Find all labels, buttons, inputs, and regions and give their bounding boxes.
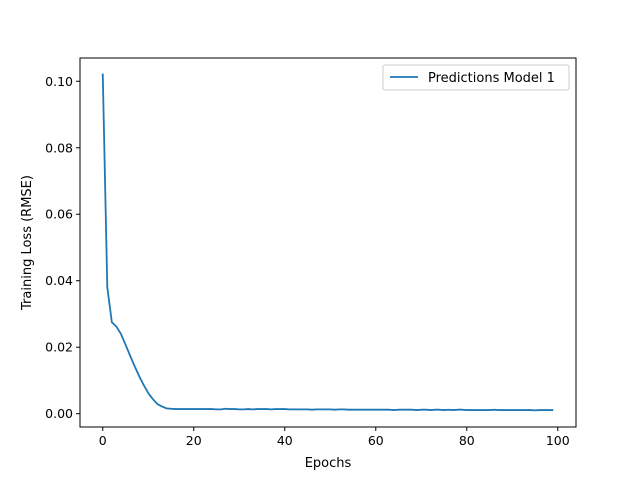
y-tick-label: 0.00 [45,406,73,421]
x-tick-label: 80 [459,433,475,448]
y-tick-label: 0.08 [45,140,73,155]
plot-area [79,57,577,428]
y-tick-label: 0.06 [45,207,73,222]
x-axis-label: Epochs [305,456,352,471]
y-axis-ticks: 0.00 0.02 0.04 0.06 0.08 0.10 [45,74,80,421]
legend-label-series-0: Predictions Model 1 [428,71,555,86]
x-axis-ticks: 0 20 40 60 80 100 [99,427,570,448]
x-tick-label: 20 [186,433,202,448]
y-tick-label: 0.04 [45,273,73,288]
y-tick-label: 0.10 [45,74,73,89]
x-tick-label: 100 [546,433,570,448]
legend-box [382,64,570,91]
series-line-0 [101,73,554,412]
x-tick-label: 60 [368,433,384,448]
x-tick-label: 0 [99,433,107,448]
axes-frame [79,57,577,428]
y-axis-label: Training Loss (RMSE) [20,175,35,311]
x-tick-label: 40 [277,433,293,448]
legend: Predictions Model 1 [382,64,570,91]
y-tick-label: 0.02 [45,340,73,355]
